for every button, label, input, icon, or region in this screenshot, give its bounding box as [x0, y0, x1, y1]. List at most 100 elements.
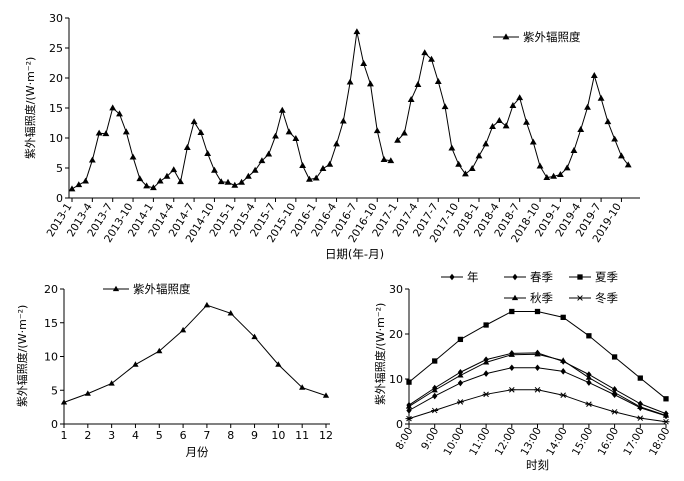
data-point — [586, 379, 592, 386]
y-tick-label: 20 — [49, 72, 63, 85]
data-point — [102, 130, 110, 137]
data-point — [251, 166, 259, 173]
data-point — [508, 351, 515, 357]
x-tick-label: 8 — [227, 429, 234, 442]
data-point — [179, 326, 187, 333]
legend-label: 年 — [467, 270, 479, 284]
data-point — [217, 178, 225, 185]
data-point — [305, 175, 313, 182]
data-point — [475, 152, 483, 159]
legend-label: 冬季 — [595, 291, 618, 305]
x-tick-label: 13:00 — [519, 426, 545, 458]
data-point — [238, 178, 245, 185]
legend-label: 夏季 — [595, 270, 618, 284]
x-tick-label: 3 — [108, 429, 115, 442]
data-point — [611, 389, 618, 395]
data-point — [662, 412, 670, 418]
data-point — [380, 156, 388, 162]
data-point — [448, 144, 456, 151]
data-point — [367, 80, 374, 87]
data-point — [272, 132, 279, 139]
data-point — [421, 49, 429, 56]
data-point — [68, 185, 76, 192]
y-tick-label: 25 — [49, 42, 63, 55]
data-point — [523, 118, 530, 125]
data-point — [611, 135, 619, 142]
y-tick-label: 30 — [389, 283, 403, 296]
data-point — [432, 358, 438, 364]
data-point — [183, 144, 191, 150]
data-point — [662, 418, 670, 425]
data-point — [534, 387, 541, 393]
data-point — [624, 161, 632, 168]
y-tick-label: 30 — [49, 12, 63, 25]
data-point — [431, 407, 439, 414]
x-axis-title: 时刻 — [526, 458, 549, 472]
data-point — [637, 375, 643, 381]
x-tick-label: 5 — [156, 429, 163, 442]
data-point — [536, 162, 544, 169]
data-point — [143, 182, 151, 189]
data-point — [534, 350, 541, 357]
legend-marker — [502, 33, 510, 40]
data-point — [109, 104, 117, 111]
x-tick-label: 10 — [271, 429, 285, 442]
data-point — [156, 347, 163, 354]
y-axis-title: 紫外辐照度/(W·m⁻²) — [373, 303, 387, 406]
data-point — [60, 399, 68, 405]
data-point — [231, 181, 239, 188]
data-point — [108, 380, 115, 386]
x-tick-label: 1 — [61, 429, 68, 442]
y-tick-label: 20 — [44, 283, 58, 296]
data-point — [456, 399, 464, 405]
chart-top: 0510152025302013-12013-42013-72013-10201… — [23, 12, 640, 261]
data-point — [116, 110, 123, 117]
x-tick-label: 17:00 — [621, 426, 647, 458]
data-point — [285, 128, 293, 135]
data-point — [197, 129, 205, 135]
legend-label: 秋季 — [530, 291, 553, 305]
data-point — [483, 370, 489, 377]
x-tick-label: 11 — [295, 429, 309, 442]
data-point — [550, 172, 558, 179]
data-point — [353, 28, 361, 35]
data-point — [82, 177, 89, 184]
data-point — [570, 147, 578, 153]
data-point — [482, 391, 490, 398]
data-point — [251, 333, 258, 340]
data-point — [585, 374, 593, 380]
series-line — [397, 51, 629, 179]
x-tick-label: 4 — [132, 429, 139, 442]
series-line — [408, 367, 667, 417]
data-point — [563, 164, 571, 171]
data-point — [516, 94, 524, 101]
data-point — [441, 103, 449, 110]
data-point — [190, 118, 198, 125]
x-axis-title: 日期(年-月) — [325, 247, 384, 261]
data-point — [170, 166, 178, 173]
data-point — [560, 314, 566, 320]
data-point — [312, 174, 320, 181]
x-tick-label: 9:00 — [419, 426, 441, 452]
y-tick-label: 10 — [389, 373, 403, 386]
data-point — [244, 172, 252, 179]
series-line — [71, 31, 391, 190]
x-tick-label: 14:00 — [544, 426, 570, 458]
data-point — [122, 128, 130, 135]
data-point — [204, 150, 212, 156]
data-point — [278, 106, 286, 113]
data-point — [618, 152, 625, 159]
data-point — [597, 94, 605, 101]
data-point — [455, 160, 463, 167]
data-point — [556, 171, 564, 177]
data-point — [508, 387, 516, 393]
x-tick-label: 7 — [203, 429, 210, 442]
data-point — [577, 126, 585, 132]
y-tick-label: 10 — [49, 132, 63, 145]
y-tick-label: 5 — [51, 384, 58, 397]
data-point — [509, 308, 515, 315]
data-point — [529, 138, 537, 145]
